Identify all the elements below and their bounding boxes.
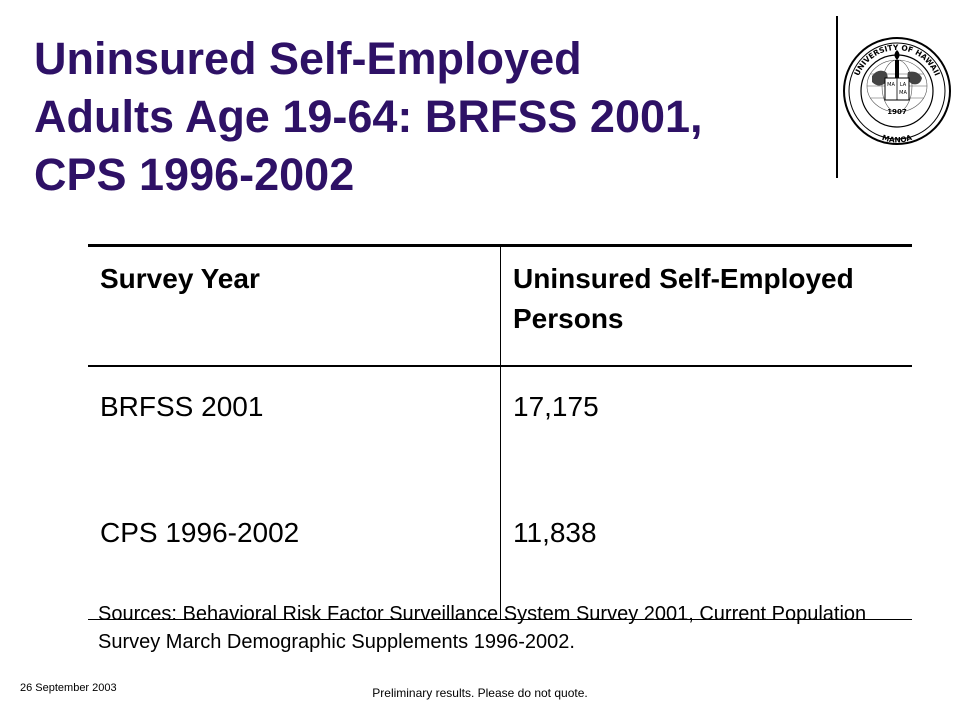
seal-book-text-3: MA — [899, 90, 907, 96]
slide-date: 26 September 2003 — [20, 682, 117, 694]
uninsured-table: Survey Year Uninsured Self-Employed Pers… — [88, 244, 912, 620]
cell-survey: CPS 1996-2002 — [88, 493, 501, 620]
data-table-container: Survey Year Uninsured Self-Employed Pers… — [88, 244, 912, 620]
seal-book-text-1: MA — [887, 82, 895, 88]
svg-text:MANOA: MANOA — [881, 133, 913, 145]
slide-title: Uninsured Self-Employed Adults Age 19-64… — [34, 30, 834, 204]
title-line-1: Uninsured Self-Employed — [34, 33, 582, 84]
title-line-3: CPS 1996-2002 — [34, 149, 355, 200]
cell-survey: BRFSS 2001 — [88, 366, 501, 493]
cell-value: 17,175 — [513, 391, 599, 422]
cell-value: 11,838 — [500, 493, 912, 620]
seal-book-text-2: LA — [900, 82, 907, 88]
table-row: CPS 1996-2002 11,838 — [88, 493, 912, 620]
divider-line — [836, 16, 838, 178]
table-row: BRFSS 2001 17,175 — [88, 366, 912, 493]
header-uninsured-persons: Uninsured Self-Employed Persons — [500, 244, 912, 367]
sources-note: Sources: Behavioral Risk Factor Surveill… — [98, 603, 867, 653]
header-survey-year: Survey Year — [88, 244, 501, 367]
footer-disclaimer: Preliminary results. Please do not quote… — [372, 686, 588, 700]
title-line-2: Adults Age 19-64: BRFSS 2001, — [34, 91, 703, 142]
university-seal-logo: UNIVERSITY OF HAWAII MANOA 1907 MA LA MA — [843, 37, 951, 145]
seal-year: 1907 — [887, 108, 907, 116]
table-header-row: Survey Year Uninsured Self-Employed Pers… — [88, 244, 912, 367]
